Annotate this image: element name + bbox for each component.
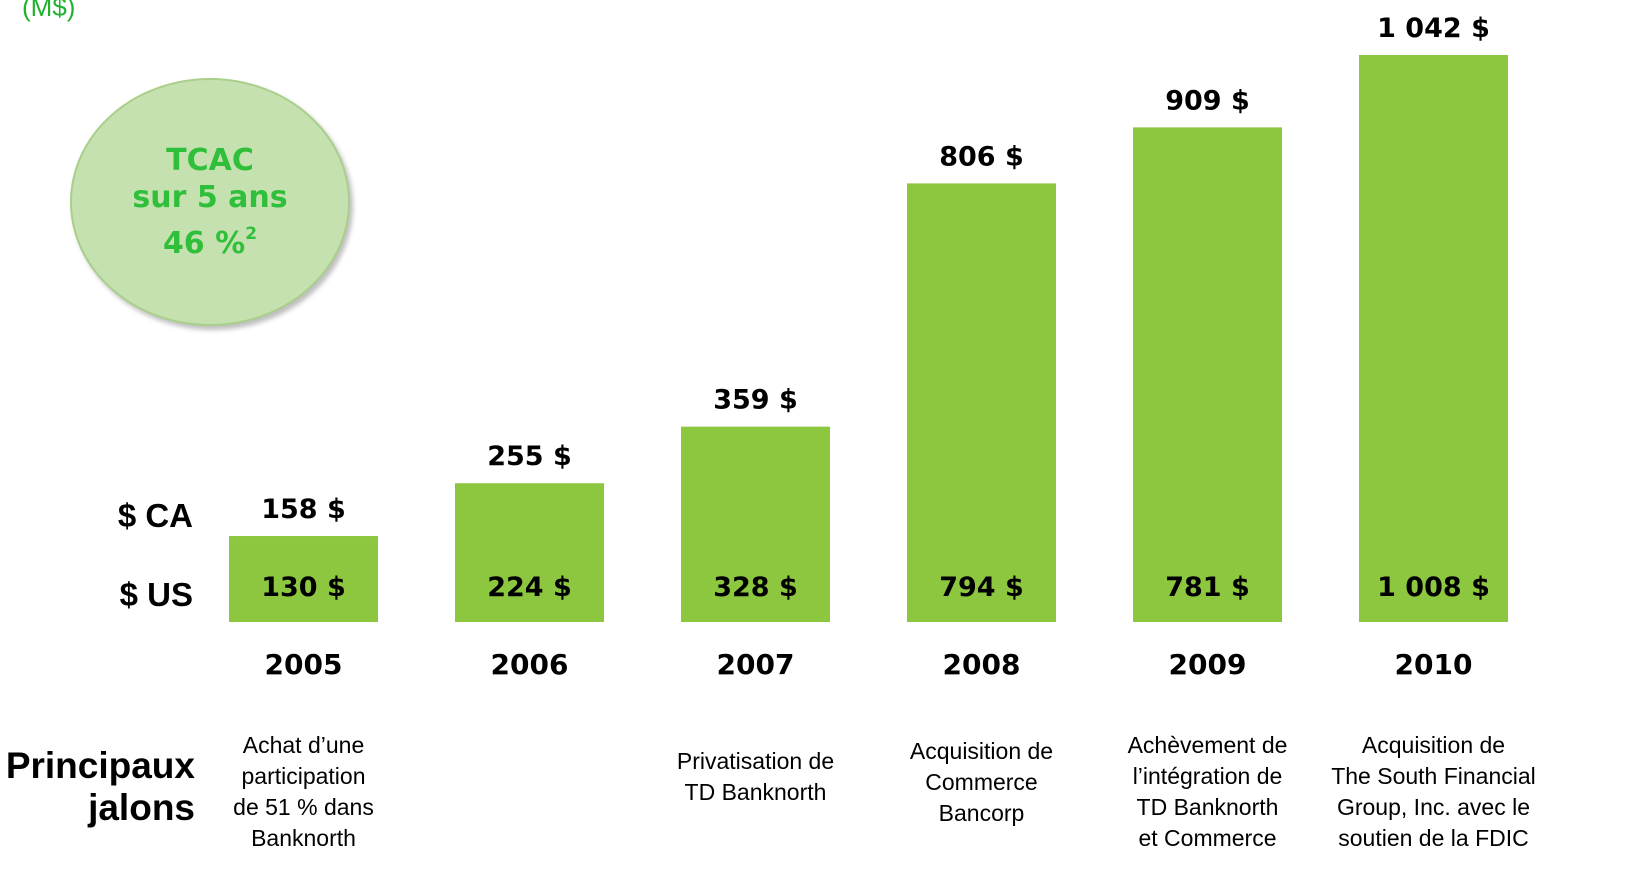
data-label-us: 328 $ <box>713 572 798 603</box>
data-label-us: 130 $ <box>261 572 346 603</box>
bar <box>455 483 604 622</box>
data-label-ca: 806 $ <box>939 141 1024 172</box>
milestone-text: Acquisition de The South Financial Group, … <box>1331 732 1536 851</box>
category-label: 2010 <box>1395 648 1473 681</box>
cagr-callout: TCAC sur 5 ans 46 %2 <box>70 78 350 326</box>
data-label-us: 794 $ <box>939 572 1024 603</box>
bar <box>229 536 378 622</box>
category-label: 2007 <box>717 648 795 681</box>
cagr-title: TCAC <box>166 143 254 178</box>
footnote-marker: 2 <box>245 224 258 244</box>
bar <box>907 183 1056 622</box>
milestones-label-line2: jalons <box>88 787 195 828</box>
data-label-ca: 255 $ <box>487 441 572 472</box>
category-label: 2005 <box>265 648 343 681</box>
data-label-us: 224 $ <box>487 572 572 603</box>
milestones-label-line1: Principaux <box>5 745 195 786</box>
milestones-label: Principaux jalons <box>6 745 195 829</box>
milestone-text: Achat d’une participation de 51 % dans Bank… <box>233 732 374 851</box>
data-label-ca: 909 $ <box>1165 85 1250 116</box>
bar <box>1133 127 1282 622</box>
category-label: 2006 <box>491 648 569 681</box>
bar <box>1359 55 1508 622</box>
unit-label: (M$) <box>22 0 76 22</box>
data-label-ca: 1 042 $ <box>1377 13 1490 44</box>
row-label-us: $ US <box>119 576 193 613</box>
cagr-value: 46 % <box>162 226 246 261</box>
category-label: 2008 <box>943 648 1021 681</box>
milestone-text: Acquisition de Commerce Bancorp <box>909 738 1054 826</box>
bar <box>681 426 830 622</box>
row-label-ca: $ CA <box>117 497 193 534</box>
cagr-period: sur 5 ans <box>132 180 288 215</box>
data-label-ca: 158 $ <box>261 494 346 525</box>
milestone-text: Privatisation de TD Banknorth <box>676 748 835 805</box>
data-label-us: 781 $ <box>1165 572 1250 603</box>
category-label: 2009 <box>1169 648 1247 681</box>
data-label-ca: 359 $ <box>713 385 798 416</box>
milestone-text: Achèvement de l’intégration de TD Banknort… <box>1127 732 1288 851</box>
cagr-value-line: 46 %2 <box>163 216 257 262</box>
data-label-us: 1 008 $ <box>1377 572 1490 603</box>
